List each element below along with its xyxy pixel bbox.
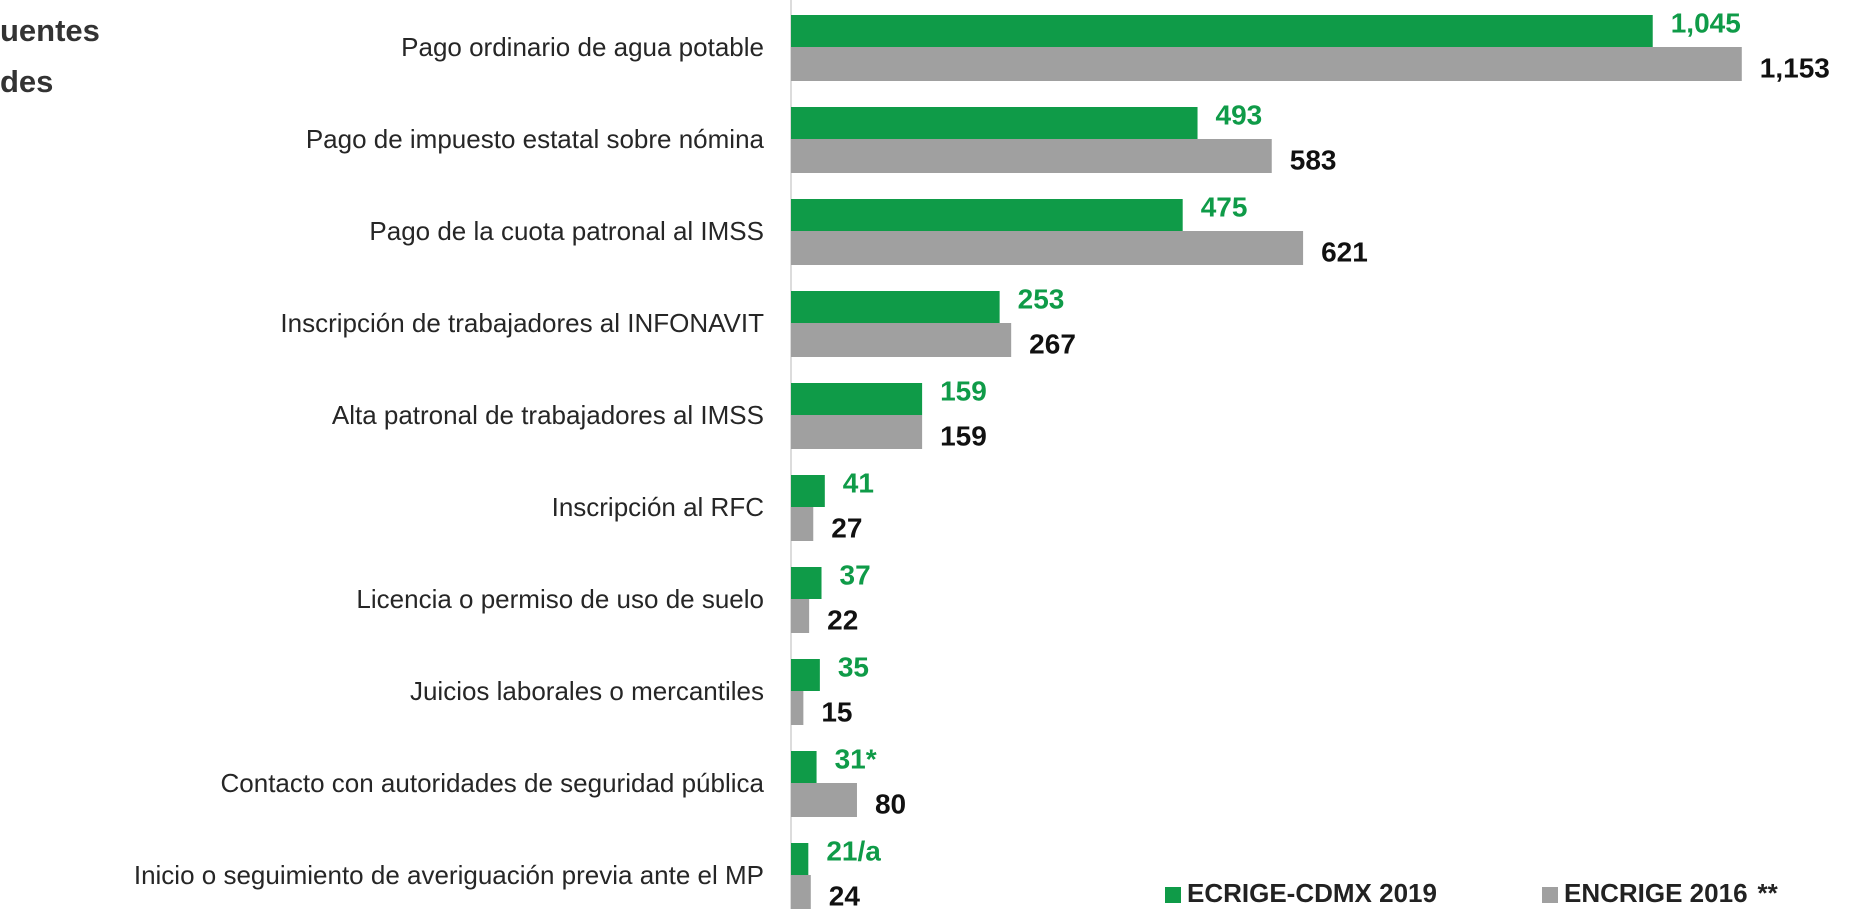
legend-label: ENCRIGE 2016 bbox=[1564, 878, 1748, 908]
bar bbox=[791, 507, 814, 541]
bar bbox=[791, 691, 804, 725]
value-label: 493 bbox=[1216, 99, 1263, 130]
legend-swatch bbox=[1165, 887, 1181, 903]
bar bbox=[791, 291, 1000, 323]
bar bbox=[791, 783, 857, 817]
bar bbox=[791, 875, 811, 909]
value-label: 621 bbox=[1321, 236, 1368, 267]
legend-label: ECRIGE-CDMX 2019 bbox=[1187, 878, 1437, 908]
category-label: Contacto con autoridades de seguridad pú… bbox=[221, 768, 765, 798]
value-label: 159 bbox=[940, 420, 987, 451]
value-label: 1,045 bbox=[1671, 7, 1741, 38]
value-label: 31* bbox=[835, 743, 877, 774]
title-line: des bbox=[0, 64, 53, 99]
category-label: Juicios laborales o mercantiles bbox=[410, 676, 764, 706]
value-label: 1,153 bbox=[1760, 52, 1830, 83]
value-label: 159 bbox=[940, 375, 987, 406]
bar bbox=[791, 231, 1304, 265]
value-label: 35 bbox=[838, 651, 869, 682]
bar bbox=[791, 107, 1198, 139]
bar bbox=[791, 47, 1742, 81]
category-label: Pago de impuesto estatal sobre nómina bbox=[306, 124, 765, 154]
bar bbox=[791, 139, 1272, 173]
bar bbox=[791, 323, 1012, 357]
value-label: 253 bbox=[1018, 283, 1065, 314]
bar bbox=[791, 567, 822, 599]
title-line: uentes bbox=[0, 13, 100, 48]
value-label: 41 bbox=[843, 467, 874, 498]
category-label: Inscripción de trabajadores al INFONAVIT bbox=[280, 308, 764, 338]
category-label: Inicio o seguimiento de averiguación pre… bbox=[134, 860, 764, 890]
value-label: 24 bbox=[829, 880, 861, 909]
value-label: 27 bbox=[831, 512, 862, 543]
value-label: 22 bbox=[827, 604, 858, 635]
value-label: 15 bbox=[821, 696, 852, 727]
value-label: 80 bbox=[875, 788, 906, 819]
bar bbox=[791, 659, 820, 691]
bar bbox=[791, 475, 825, 507]
bar bbox=[791, 751, 817, 783]
legend-swatch bbox=[1542, 887, 1558, 903]
bar bbox=[791, 199, 1183, 231]
category-label: Pago de la cuota patronal al IMSS bbox=[369, 216, 764, 246]
category-label: Licencia o permiso de uso de suelo bbox=[356, 584, 764, 614]
value-label: 37 bbox=[840, 559, 871, 590]
value-label: 21/a bbox=[826, 835, 881, 866]
category-label: Pago ordinario de agua potable bbox=[401, 32, 764, 62]
bar bbox=[791, 415, 923, 449]
bar bbox=[791, 843, 809, 875]
bar bbox=[791, 599, 810, 633]
category-label: Alta patronal de trabajadores al IMSS bbox=[332, 400, 764, 430]
value-label: 475 bbox=[1201, 191, 1248, 222]
value-label: 267 bbox=[1029, 328, 1076, 359]
bar bbox=[791, 383, 923, 415]
value-label: 583 bbox=[1290, 144, 1337, 175]
legend-note: ** bbox=[1758, 878, 1779, 908]
category-label: Inscripción al RFC bbox=[552, 492, 764, 522]
bar bbox=[791, 15, 1653, 47]
